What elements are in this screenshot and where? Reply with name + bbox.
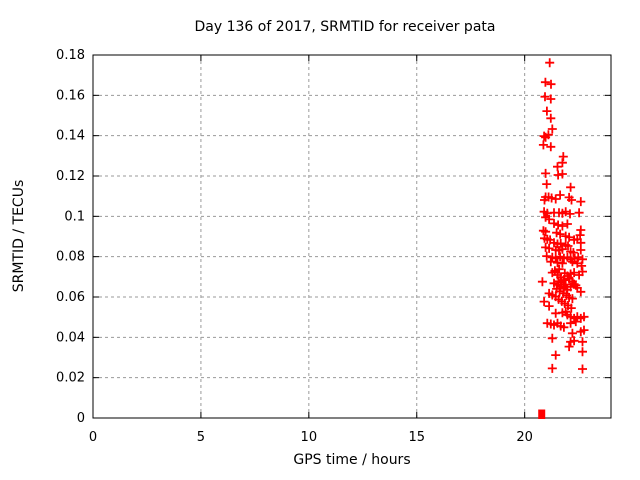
x-tick-labels: 0 5 10 15 20 <box>89 430 533 445</box>
svg-text:0.04: 0.04 <box>56 330 85 345</box>
svg-text:0.06: 0.06 <box>56 290 85 305</box>
x-axis-label: GPS time / hours <box>293 452 410 468</box>
y-tick-labels: 0 0.02 0.04 0.06 0.08 0.1 0.12 0.14 0.16 0.18 <box>56 48 85 426</box>
svg-text:0: 0 <box>77 411 85 426</box>
zero-square-marker <box>538 409 546 419</box>
plot-border <box>92 54 612 419</box>
svg-text:0.12: 0.12 <box>56 169 85 184</box>
chart-title: Day 136 of 2017, SRMTID for receiver pat… <box>195 19 496 35</box>
svg-text:10: 10 <box>301 430 318 445</box>
axis-ticks <box>92 54 611 419</box>
gridlines <box>93 55 611 418</box>
svg-text:20: 20 <box>516 430 533 445</box>
svg-text:5: 5 <box>197 430 205 445</box>
svg-text:0.1: 0.1 <box>64 209 85 224</box>
scatter-points <box>537 58 589 374</box>
svg-text:0.14: 0.14 <box>56 129 85 144</box>
svg-text:15: 15 <box>408 430 425 445</box>
svg-text:0.02: 0.02 <box>56 371 85 386</box>
y-axis-label: SRMTID / TECUs <box>11 180 27 293</box>
svg-text:0.08: 0.08 <box>56 250 85 265</box>
svg-text:0.18: 0.18 <box>56 48 85 63</box>
svg-text:0: 0 <box>89 430 97 445</box>
svg-text:0.16: 0.16 <box>56 88 85 103</box>
